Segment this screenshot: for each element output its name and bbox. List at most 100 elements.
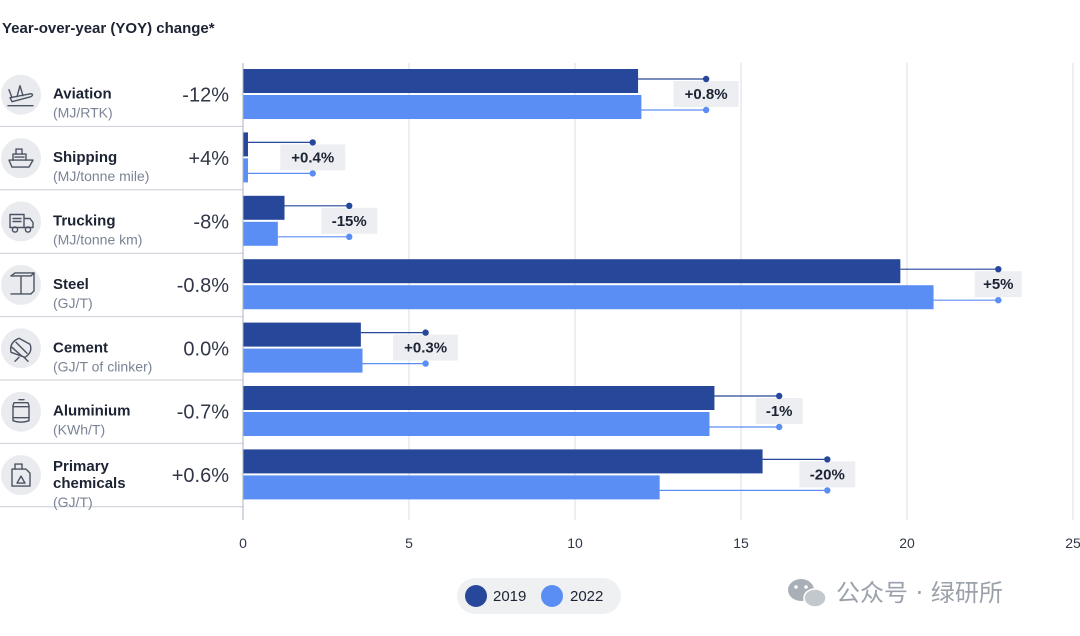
annotation-label: +0.8% [685,86,728,103]
sector-row-aviation: Aviation (MJ/RTK) -12% [0,74,243,127]
sector-unit: (MJ/tonne mile) [53,168,149,184]
yoy-change-label: +4% [188,148,229,170]
change-annotation: -1% [709,392,803,431]
sector-row-steel: Steel (GJ/T) -0.8% [0,264,243,318]
annotation-label: +0.4% [291,149,334,166]
marker-2019 [824,456,831,463]
change-annotation: +0.3% [360,329,459,367]
chart-title: Year-over-year (YOY) change* [2,20,215,37]
yoy-change-label: +0.6% [172,465,229,487]
x-tick-label: 0 [239,535,247,551]
bar-2019 [243,322,361,347]
annotation-label: -1% [766,403,793,420]
bar-2022 [243,221,278,246]
x-tick-label: 5 [405,535,413,551]
annotation-label: +0.3% [404,340,447,357]
sector-name: Aluminium [53,403,131,420]
marker-2019 [309,139,316,146]
legend-background [457,578,621,614]
steel-beam-icon [1,264,41,305]
sector-unit: (GJ/T of clinker) [53,358,152,374]
yoy-change-label: -0.7% [177,402,229,424]
yoy-change-label: -12% [182,85,229,107]
sector-unit: (MJ/RTK) [53,105,113,121]
marker-2022 [309,170,316,177]
x-tick-label: 15 [733,535,749,551]
change-annotation: -20% [659,456,856,494]
annotation-label: +5% [983,276,1013,293]
sector-name: Cement [53,339,108,356]
sector-name: Shipping [53,149,117,166]
sector-row-trucking: Trucking (MJ/tonne km) -8% [0,201,243,254]
change-annotation: +0.8% [638,75,739,114]
marker-2022 [422,360,429,367]
bar-2022 [243,95,642,119]
sector-unit: (KWh/T) [53,422,105,438]
watermark: 公众号 · 绿研所 [788,579,1003,608]
sector-row-primary-chemicals: Primary chemicals (GJ/T) +0.6% [0,455,243,510]
sector-name: Trucking [53,213,116,230]
sector-name: Aviation [53,86,112,103]
change-annotation: +0.4% [247,139,346,177]
legend-label-2019: 2019 [493,588,526,605]
marker-2019 [702,75,710,83]
bar-2019 [243,259,901,284]
bar-2022 [243,285,934,310]
annotation-label-bg [673,81,739,107]
watermark-text: 公众号 · 绿研所 [836,579,1003,607]
marker-2019 [346,202,353,209]
bar-2022 [243,348,363,373]
ship-icon [1,138,41,179]
legend-swatch-2019 [465,585,487,607]
category-rows: Aviation (MJ/RTK) -12% Shipping (MJ/tonne mi… [0,74,243,510]
legend-swatch-2022 [541,585,563,607]
sector-name: Steel [53,276,89,293]
bars [243,69,934,500]
sector-row-aluminium: Aluminium (KWh/T) -0.7% [0,391,243,444]
bar-2019 [243,449,763,474]
yoy-change-label: 0.0% [183,338,229,360]
bar-2022 [243,475,660,500]
airplane-icon [1,74,41,115]
marker-2022 [995,297,1002,304]
x-tick-label: 20 [899,535,915,551]
bar-2022 [243,158,248,183]
annotation-label-bg [974,271,1022,298]
marker-2019 [995,266,1002,273]
x-tick-label: 25 [1065,535,1080,551]
truck-icon [1,201,41,242]
bar-2019 [243,69,639,93]
marker-2022 [346,233,353,240]
yoy-change-label: -8% [193,212,229,234]
sector-row-cement: Cement (GJ/T of clinker) 0.0% [0,328,243,381]
sector-unit: (GJ/T) [53,494,93,510]
bar-2022 [243,412,710,436]
sector-name: Primary chemicals [53,458,126,492]
marker-2022 [702,106,710,114]
x-axis-ticks: 0 5 10 15 20 25 [239,535,1080,551]
annotation-label-bg [755,398,803,424]
marker-2022 [824,487,831,494]
cement-mixer-icon [1,328,41,369]
annotation-label-bg [393,334,459,361]
yoy-change-label: -0.8% [177,275,229,297]
annotation-label-bg [321,207,378,234]
annotation-label-bg [799,461,856,488]
annotation-label: -20% [810,466,845,483]
annotation-label: -15% [332,213,367,230]
change-annotation: +5% [900,266,1022,304]
bar-2019 [243,386,715,410]
legend-label-2022: 2022 [570,588,603,605]
wechat-icon [788,579,827,608]
sector-row-shipping: Shipping (MJ/tonne mile) +4% [0,138,243,191]
chemical-canister-icon [1,455,41,496]
sector-unit: (GJ/T) [53,295,93,311]
legend: 2019 2022 [457,578,621,614]
bar-2019 [243,195,285,220]
annotation-label-bg [280,144,346,171]
marker-2019 [775,392,783,400]
sector-unit: (MJ/tonne km) [53,232,142,248]
change-annotation: -15% [277,202,378,240]
aluminium-can-icon [1,391,41,432]
